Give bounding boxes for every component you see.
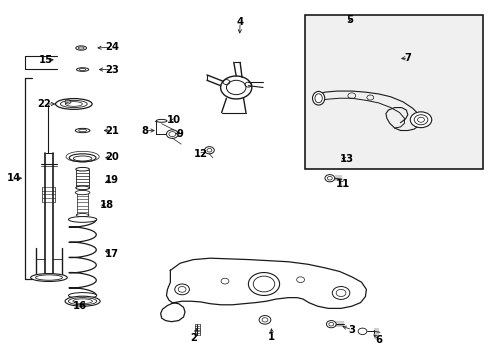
Text: 3: 3 [347, 325, 354, 335]
Text: 5: 5 [345, 15, 352, 26]
Circle shape [331, 287, 349, 300]
Text: 24: 24 [104, 42, 119, 52]
Text: 15: 15 [39, 55, 53, 65]
Ellipse shape [156, 120, 166, 122]
Text: 13: 13 [339, 154, 353, 164]
Text: 19: 19 [104, 175, 119, 185]
Text: 1: 1 [267, 332, 274, 342]
Circle shape [220, 76, 251, 99]
Circle shape [325, 175, 334, 182]
Ellipse shape [312, 91, 324, 105]
Ellipse shape [76, 213, 89, 217]
Circle shape [357, 328, 366, 334]
Text: 16: 16 [73, 301, 86, 311]
Text: 8: 8 [141, 126, 148, 135]
Circle shape [334, 156, 344, 163]
Text: 12: 12 [193, 149, 207, 159]
Ellipse shape [75, 190, 90, 195]
Circle shape [174, 284, 189, 295]
Text: 9: 9 [176, 129, 183, 139]
Text: 11: 11 [335, 179, 349, 189]
Ellipse shape [76, 68, 88, 71]
Ellipse shape [76, 167, 89, 171]
Text: 22: 22 [38, 99, 51, 109]
Ellipse shape [68, 293, 97, 298]
Ellipse shape [76, 46, 86, 50]
Text: 6: 6 [374, 334, 381, 345]
Circle shape [204, 147, 214, 154]
Text: 23: 23 [105, 64, 119, 75]
Ellipse shape [76, 186, 89, 190]
Text: 4: 4 [236, 17, 243, 27]
Text: 7: 7 [404, 53, 410, 63]
Circle shape [248, 273, 279, 296]
Bar [305, 15, 483, 169]
Text: 14: 14 [7, 173, 21, 183]
Circle shape [166, 130, 178, 138]
Ellipse shape [56, 99, 92, 109]
Text: 10: 10 [166, 116, 181, 126]
Ellipse shape [68, 217, 97, 222]
Circle shape [259, 316, 270, 324]
Ellipse shape [31, 274, 67, 282]
Text: 18: 18 [100, 200, 114, 210]
Text: 21: 21 [104, 126, 119, 135]
Ellipse shape [75, 129, 90, 133]
Ellipse shape [69, 154, 96, 162]
Text: 20: 20 [105, 152, 119, 162]
Circle shape [409, 112, 431, 128]
Circle shape [326, 320, 335, 328]
Text: 2: 2 [189, 333, 196, 343]
Ellipse shape [65, 296, 100, 306]
Text: 17: 17 [104, 248, 119, 258]
